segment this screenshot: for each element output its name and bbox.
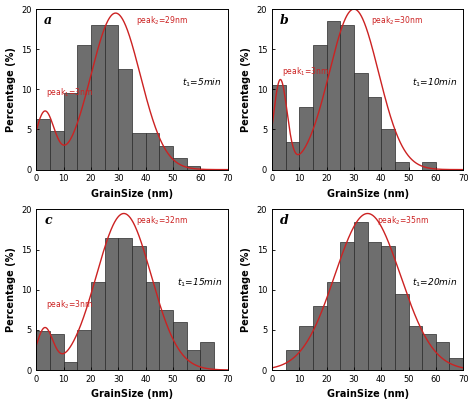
- Bar: [354, 73, 368, 170]
- Y-axis label: Percentage (%): Percentage (%): [6, 47, 16, 132]
- Bar: [272, 85, 286, 170]
- Text: peak$_1$=3nm: peak$_1$=3nm: [282, 65, 329, 78]
- Bar: [132, 245, 146, 370]
- Bar: [449, 358, 463, 370]
- Text: peak$_2$=32nm: peak$_2$=32nm: [136, 214, 188, 227]
- Bar: [50, 334, 64, 370]
- Text: $t_1$=5min: $t_1$=5min: [182, 77, 222, 89]
- Bar: [146, 134, 159, 170]
- Text: $t_1$=15min: $t_1$=15min: [177, 277, 222, 290]
- Text: $t_1$=10min: $t_1$=10min: [412, 77, 457, 89]
- Bar: [422, 334, 436, 370]
- Bar: [409, 326, 422, 370]
- Text: c: c: [44, 214, 52, 227]
- Bar: [368, 242, 381, 370]
- Bar: [173, 158, 187, 170]
- Text: b: b: [280, 14, 289, 27]
- Bar: [64, 93, 77, 170]
- X-axis label: GrainSize (nm): GrainSize (nm): [327, 189, 409, 199]
- Bar: [340, 25, 354, 170]
- Bar: [395, 294, 409, 370]
- X-axis label: GrainSize (nm): GrainSize (nm): [91, 189, 173, 199]
- Bar: [77, 45, 91, 170]
- Y-axis label: Percentage (%): Percentage (%): [241, 247, 251, 332]
- Text: peak$_1$=3nm: peak$_1$=3nm: [46, 86, 93, 99]
- Bar: [340, 242, 354, 370]
- Bar: [173, 322, 187, 370]
- Bar: [159, 145, 173, 170]
- Bar: [77, 330, 91, 370]
- Text: $t_1$=20min: $t_1$=20min: [412, 277, 457, 290]
- Text: peak$_2$=3nm: peak$_2$=3nm: [46, 298, 93, 311]
- X-axis label: GrainSize (nm): GrainSize (nm): [91, 390, 173, 399]
- Bar: [395, 162, 409, 170]
- Y-axis label: Percentage (%): Percentage (%): [6, 247, 16, 332]
- Bar: [327, 282, 340, 370]
- Bar: [313, 306, 327, 370]
- Bar: [187, 350, 200, 370]
- Bar: [286, 141, 300, 170]
- Bar: [300, 107, 313, 170]
- Y-axis label: Percentage (%): Percentage (%): [241, 47, 251, 132]
- Bar: [159, 310, 173, 370]
- Text: peak$_2$=29nm: peak$_2$=29nm: [136, 14, 188, 27]
- Bar: [368, 97, 381, 170]
- Bar: [50, 131, 64, 170]
- Text: d: d: [280, 214, 289, 227]
- Bar: [64, 362, 77, 370]
- Bar: [132, 134, 146, 170]
- Bar: [118, 69, 132, 170]
- Bar: [91, 282, 105, 370]
- Bar: [118, 238, 132, 370]
- Bar: [300, 326, 313, 370]
- Bar: [187, 166, 200, 170]
- Text: peak$_2$=35nm: peak$_2$=35nm: [377, 214, 429, 227]
- Bar: [36, 332, 50, 370]
- Bar: [313, 45, 327, 170]
- Text: a: a: [44, 14, 52, 27]
- Bar: [146, 282, 159, 370]
- Bar: [381, 245, 395, 370]
- Bar: [91, 25, 105, 170]
- Bar: [436, 342, 449, 370]
- X-axis label: GrainSize (nm): GrainSize (nm): [327, 390, 409, 399]
- Text: peak$_2$=30nm: peak$_2$=30nm: [372, 14, 423, 27]
- Bar: [200, 342, 214, 370]
- Bar: [105, 238, 118, 370]
- Bar: [422, 162, 436, 170]
- Bar: [327, 21, 340, 170]
- Bar: [105, 25, 118, 170]
- Bar: [286, 350, 300, 370]
- Bar: [354, 222, 368, 370]
- Bar: [381, 130, 395, 170]
- Bar: [36, 119, 50, 170]
